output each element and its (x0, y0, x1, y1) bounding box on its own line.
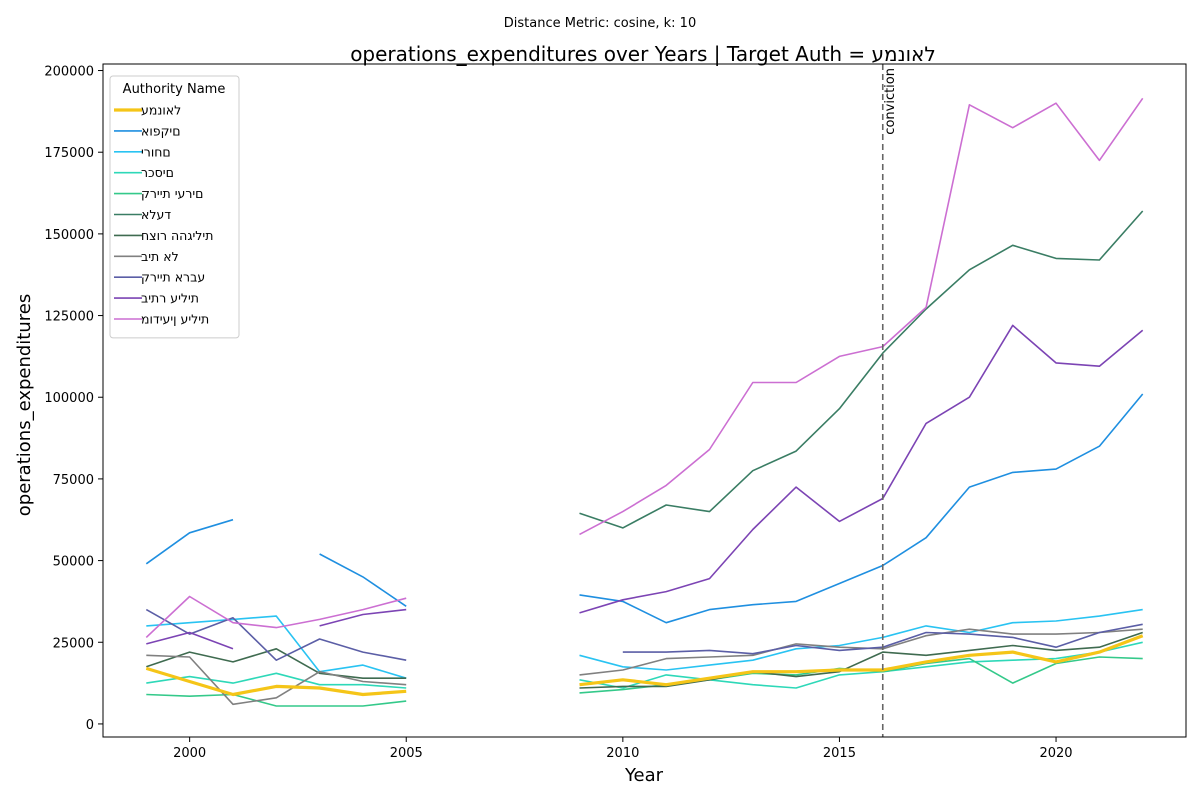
plot-lines: conviction (145, 64, 1144, 737)
series-line-9 (146, 324, 1144, 650)
legend-label-5: דעלא (141, 207, 171, 222)
x-tick-label: 2000 (173, 746, 206, 761)
y-axis-label: operations_expenditures (14, 294, 35, 516)
y-tick-label: 200000 (44, 65, 94, 80)
annotation-label: conviction (883, 68, 898, 135)
series-line-1 (145, 393, 1144, 624)
y-tick-label: 0 (86, 718, 94, 733)
legend-title: Authority Name (123, 82, 226, 97)
legend-label-10: תיליע ןיעידומ (141, 312, 209, 327)
x-axis-label: Year (624, 765, 664, 786)
y-axis: 0 25000 50000 75000 100000 125000 150000 175000… (44, 65, 103, 733)
x-tick-label: 2010 (606, 746, 639, 761)
legend-label-8: עברא תיירק (141, 270, 205, 285)
legend: Authority Name לאונמע םיקפוא םחורי םיסכר םירע… (109, 75, 240, 339)
legend-label-0: לאונמע (141, 103, 181, 118)
plot-frame (102, 63, 1187, 738)
series-line-5 (579, 210, 1144, 529)
series-line-10 (145, 97, 1144, 638)
legend-label-4: םירעי תיירק (141, 186, 203, 201)
legend-label-9: תיליע רתיב (141, 291, 199, 306)
legend-label-1: םיקפוא (141, 123, 181, 138)
legend-box (109, 75, 240, 339)
series-line-2 (146, 608, 1143, 679)
y-tick-label: 50000 (53, 555, 94, 570)
x-axis: 2000 2005 2010 2015 2020 (173, 737, 1073, 761)
series-line-6 (146, 631, 1143, 689)
y-tick-label: 150000 (44, 228, 94, 243)
legend-label-3: םיסכר (141, 165, 174, 180)
y-tick-label: 175000 (44, 146, 94, 161)
series-line-0 (145, 634, 1144, 697)
y-tick-label: 125000 (44, 310, 94, 325)
y-tick-label: 25000 (53, 636, 94, 651)
chart-suptitle: Distance Metric: cosine, k: 10 (504, 16, 696, 31)
legend-label-7: לא תיב (141, 249, 179, 264)
legend-label-2: םחורי (141, 144, 171, 159)
x-tick-label: 2005 (390, 746, 423, 761)
legend-label-6: תיליגהה רוצח (141, 228, 213, 243)
y-tick-label: 75000 (53, 473, 94, 488)
x-tick-label: 2020 (1039, 746, 1072, 761)
chart-title: operations_expenditures over Years | Tar… (350, 42, 936, 66)
y-tick-label: 100000 (44, 391, 94, 406)
x-tick-label: 2015 (823, 746, 856, 761)
